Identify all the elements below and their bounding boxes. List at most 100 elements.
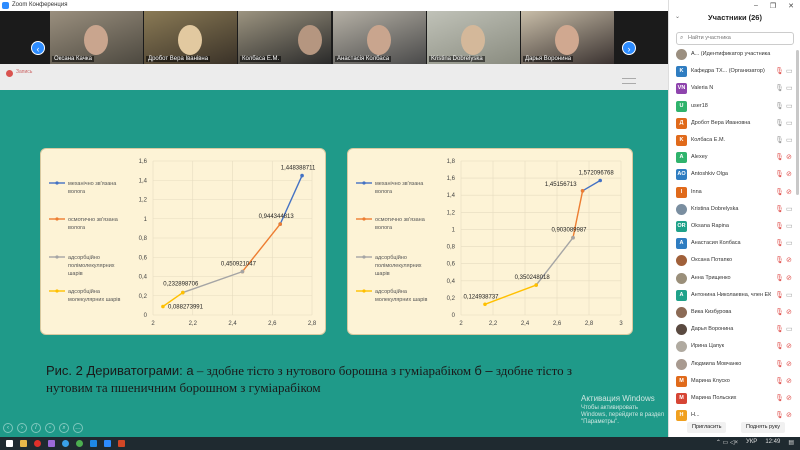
participant-row[interactable]: Ирина Цапук 🎙︎ ⊘ — [669, 339, 795, 355]
mic-muted-icon[interactable]: 🎙︎ — [775, 188, 784, 196]
next-videos-button[interactable]: › — [622, 41, 636, 55]
mic-muted-icon[interactable]: 🎙︎ — [775, 154, 784, 162]
mic-muted-icon[interactable]: 🎙︎ — [775, 326, 784, 334]
video-off-icon[interactable]: ⊘ — [786, 343, 792, 351]
video-tile[interactable]: Колбаса Е.М. — [238, 11, 331, 64]
mic-muted-icon[interactable]: 🎙︎ — [775, 171, 784, 179]
video-icon[interactable]: ▭ — [786, 291, 793, 299]
tray-icons[interactable]: ⌃ ▭ ◁× — [715, 440, 738, 446]
video-off-icon[interactable]: ⊘ — [786, 188, 792, 196]
slides-icon[interactable]: ▫ — [45, 423, 55, 433]
zoom-icon[interactable]: ⌕ — [59, 423, 69, 433]
video-off-icon[interactable]: ⊘ — [786, 257, 792, 265]
close-icon[interactable]: ✕ — [788, 3, 794, 10]
participant-row[interactable]: Оксана Потапко 🎙︎ ⊘ — [669, 253, 795, 269]
participant-row[interactable]: Дарья Воронина 🎙︎ ▭ — [669, 322, 795, 338]
start-icon[interactable] — [6, 440, 13, 447]
video-icon[interactable]: ▭ — [786, 326, 793, 334]
video-off-icon[interactable]: ⊘ — [786, 154, 792, 162]
participant-row[interactable]: K Кафедра ТХ... (Организатор) 🎙︎ ▭ — [669, 64, 795, 80]
mic-muted-icon[interactable]: 🎙︎ — [775, 205, 784, 213]
participant-row[interactable]: Вика Кизбурова 🎙︎ ⊘ — [669, 305, 795, 321]
participant-search-input[interactable]: ⌕ Найти участника — [676, 32, 794, 45]
mic-icon[interactable]: 🎙︎ — [775, 102, 784, 110]
explorer-icon[interactable] — [20, 440, 27, 447]
video-off-icon[interactable]: ⊘ — [786, 171, 792, 179]
mic-muted-icon[interactable]: 🎙︎ — [775, 412, 784, 420]
video-icon[interactable]: ▭ — [786, 137, 793, 144]
participant-row[interactable]: M Марина Польских 🎙︎ ⊘ — [669, 391, 795, 407]
app-icon[interactable] — [48, 440, 55, 447]
mic-muted-icon[interactable]: 🎙︎ — [775, 395, 784, 402]
participant-row[interactable]: I Inna 🎙︎ ⊘ — [669, 185, 795, 201]
mic-muted-icon[interactable]: 🎙︎ — [775, 377, 784, 385]
participant-row[interactable]: U user18 🎙︎ ▭ — [669, 99, 795, 115]
mic-muted-icon[interactable]: 🎙︎ — [775, 223, 784, 230]
participant-row[interactable]: OR Oksana Rapina 🎙︎ ▭ — [669, 219, 795, 235]
video-icon[interactable]: ▭ — [786, 205, 793, 213]
clock[interactable]: 12:49 — [765, 439, 781, 445]
next-slide-icon[interactable]: › — [17, 423, 27, 433]
participant-row[interactable]: Kristina Dobrelyska 🎙︎ ▭ — [669, 202, 795, 218]
collapse-icon[interactable]: ⌄ — [675, 14, 681, 20]
participant-row[interactable]: A Alexey 🎙︎ ⊘ — [669, 150, 795, 166]
video-off-icon[interactable]: ⊘ — [786, 309, 792, 316]
mic-muted-icon[interactable]: 🎙︎ — [775, 240, 784, 248]
participant-row[interactable]: Людмила Мовчанко 🎙︎ ⊘ — [669, 357, 795, 373]
mic-icon[interactable]: 🎙︎ — [775, 85, 784, 93]
video-off-icon[interactable]: ⊘ — [786, 377, 792, 385]
participant-row[interactable]: H Н... 🎙︎ ⊘ — [669, 408, 795, 424]
video-off-icon[interactable]: ⊘ — [786, 395, 792, 402]
mic-muted-icon[interactable]: 🎙︎ — [775, 274, 784, 282]
video-tile[interactable]: Оксана Качка — [50, 11, 143, 64]
video-off-icon[interactable]: ⊘ — [786, 274, 792, 282]
mic-muted-icon[interactable]: 🎙︎ — [775, 343, 784, 351]
video-tile[interactable]: Kristina Dobrelyska — [427, 11, 520, 64]
prev-slide-icon[interactable]: ‹ — [3, 423, 13, 433]
menu-icon[interactable] — [622, 78, 636, 84]
video-icon[interactable]: ▭ — [786, 223, 793, 230]
video-off-icon[interactable]: ⊘ — [786, 412, 792, 420]
mic-muted-icon[interactable]: 🎙︎ — [775, 257, 784, 265]
participant-row[interactable]: А... (Идентификатор участника 435210) — [669, 47, 795, 63]
video-off-icon[interactable]: ⊘ — [786, 360, 792, 368]
mic-icon[interactable]: 🎙︎ — [775, 137, 784, 144]
video-icon[interactable]: ▭ — [786, 102, 793, 110]
participant-row[interactable]: A Антонина Николаевна, член ЕК 🎙︎ ▭ — [669, 288, 795, 304]
video-icon[interactable]: ▭ — [786, 240, 793, 248]
opera-icon[interactable] — [34, 440, 41, 447]
language-indicator[interactable]: УКР — [746, 439, 758, 445]
video-icon[interactable]: ▭ — [786, 85, 793, 93]
mic-muted-icon[interactable]: 🎙︎ — [775, 360, 784, 368]
participant-row[interactable]: VN Valeria N 🎙︎ ▭ — [669, 81, 795, 97]
mic-muted-icon[interactable]: 🎙︎ — [775, 309, 784, 316]
video-tile[interactable]: Дарья Воронина — [521, 11, 614, 64]
video-icon[interactable]: ▭ — [786, 119, 793, 127]
video-tile[interactable]: Дробот Вера Іванівна — [144, 11, 237, 64]
notifications-icon[interactable]: ▤ — [788, 440, 794, 446]
restore-icon[interactable]: ❐ — [769, 3, 777, 10]
invite-button[interactable]: Пригласить — [687, 422, 727, 433]
chrome-icon[interactable] — [76, 440, 83, 447]
participant-row[interactable]: K Колбаса Е.М. 🎙︎ ▭ — [669, 133, 795, 149]
video-icon[interactable]: ▭ — [786, 68, 793, 76]
edge-icon[interactable] — [90, 440, 97, 447]
zoom-taskbar-icon[interactable] — [104, 440, 111, 447]
mic-icon[interactable]: 🎙︎ — [775, 119, 784, 127]
powerpoint-icon[interactable] — [118, 440, 125, 447]
raise-hand-button[interactable]: Поднять руку — [741, 422, 785, 433]
participant-row[interactable]: A Анастасия Колбаса 🎙︎ ▭ — [669, 236, 795, 252]
browser-icon[interactable] — [62, 440, 69, 447]
more-icon[interactable]: … — [73, 423, 83, 433]
participant-row[interactable]: AO Antoshkiv Olga 🎙︎ ⊘ — [669, 167, 795, 183]
participant-row[interactable]: Анна Трищенко 🎙︎ ⊘ — [669, 271, 795, 287]
video-tile[interactable]: Анастасія Колбаса — [333, 11, 426, 64]
prev-videos-button[interactable]: ‹ — [31, 41, 45, 55]
scrollbar[interactable] — [796, 50, 799, 195]
minimize-icon[interactable]: – — [753, 2, 758, 9]
mic-muted-icon[interactable]: 🎙︎ — [775, 68, 784, 76]
pen-icon[interactable]: / — [31, 423, 41, 433]
participant-row[interactable]: Д Дробот Вера Ивановна 🎙︎ ▭ — [669, 116, 795, 132]
mic-muted-icon[interactable]: 🎙︎ — [775, 291, 784, 299]
participant-row[interactable]: M Марина Клуско 🎙︎ ⊘ — [669, 374, 795, 390]
